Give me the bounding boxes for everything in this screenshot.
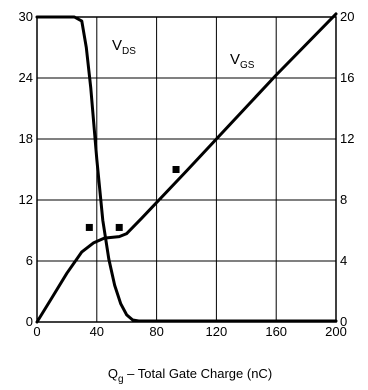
series-label-vgs: VGS (230, 51, 255, 71)
y-right-tick-label: 12 (340, 131, 354, 146)
series-line-gs (35, 12, 338, 324)
y-left-tick-label: 30 (19, 9, 33, 24)
x-tick-label: 200 (325, 324, 347, 339)
y-right-tick-label: 8 (340, 192, 347, 207)
y-right-tick-label: 16 (340, 70, 354, 85)
x-tick-label: 0 (33, 324, 40, 339)
y-right-tick-label: 0 (340, 314, 347, 329)
x-tick-label: 40 (90, 324, 104, 339)
y-left-tick-label: 24 (19, 70, 33, 85)
x-tick-label: 80 (149, 324, 163, 339)
data-marker (172, 166, 180, 173)
data-marker (85, 223, 93, 231)
y-left-tick-labels: 0 6 12 18 24 30 (19, 9, 33, 329)
x-axis-title: Qg – Total Gate Charge (nC) (108, 366, 272, 385)
y-left-tick-label: 6 (26, 253, 33, 268)
y-left-tick-label: 0 (26, 314, 33, 329)
data-markers (85, 166, 180, 231)
series-line-ds (35, 15, 338, 323)
y-left-tick-label: 18 (19, 131, 33, 146)
x-tick-label: 160 (265, 324, 287, 339)
y-left-tick-label: 12 (19, 192, 33, 207)
series-lines (35, 12, 338, 324)
y-right-tick-label: 20 (340, 9, 354, 24)
data-marker (115, 223, 123, 231)
chart-grid (37, 17, 336, 322)
x-tick-labels: 0 40 80 120 160 200 (33, 324, 346, 339)
y-right-tick-labels: 0 4 8 12 16 20 (340, 9, 354, 329)
x-tick-label: 120 (206, 324, 228, 339)
series-label-vds: VDS (112, 37, 136, 57)
y-right-tick-label: 4 (340, 253, 347, 268)
